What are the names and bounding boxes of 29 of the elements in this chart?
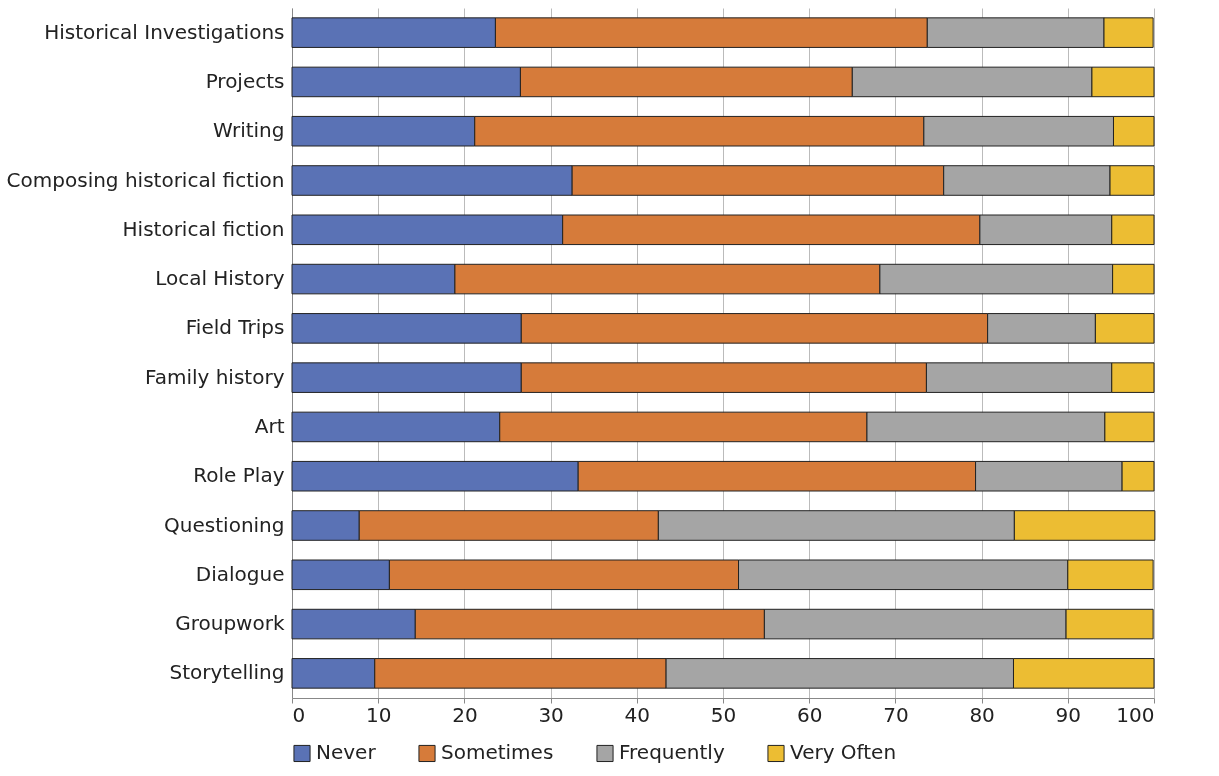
y-tick-label: Questioning: [164, 512, 285, 537]
x-tick-label: 60: [796, 702, 823, 727]
y-tick-label: Projects: [205, 68, 285, 93]
y-tick-label: Historical Investigations: [44, 19, 285, 44]
x-tick-label: 50: [710, 702, 737, 727]
x-tick-label: 10: [365, 702, 392, 727]
y-tick-label: Role Play: [193, 463, 285, 488]
y-tick-label: Dialogue: [195, 561, 285, 586]
y-tick-label: Composing historical fiction: [6, 167, 285, 192]
y-tick-label: Writing: [213, 118, 285, 143]
y-tick-label: Groupwork: [175, 611, 285, 636]
x-tick-label: 80: [969, 702, 995, 727]
y-tick-label: Art: [254, 413, 285, 438]
legend-label: Very Often: [790, 740, 897, 765]
legend-label: Frequently: [619, 740, 725, 765]
y-tick-label: Field Trips: [185, 315, 285, 340]
y-tick-label: Family history: [144, 364, 285, 389]
x-tick-label: 70: [883, 702, 909, 727]
x-tick-label: 20: [452, 702, 478, 727]
x-tick-label: 40: [624, 702, 651, 727]
y-tick-label: Historical fiction: [122, 216, 285, 241]
x-tick-label: 90: [1055, 702, 1082, 727]
x-tick-label: 100: [1116, 702, 1155, 727]
x-tick-label: 0: [292, 702, 306, 727]
legend-label: Never: [316, 740, 377, 765]
x-tick-label: 30: [538, 702, 564, 727]
y-tick-label: Local History: [155, 266, 285, 291]
legend-label: Sometimes: [441, 740, 554, 765]
y-tick-label: Storytelling: [169, 660, 285, 685]
